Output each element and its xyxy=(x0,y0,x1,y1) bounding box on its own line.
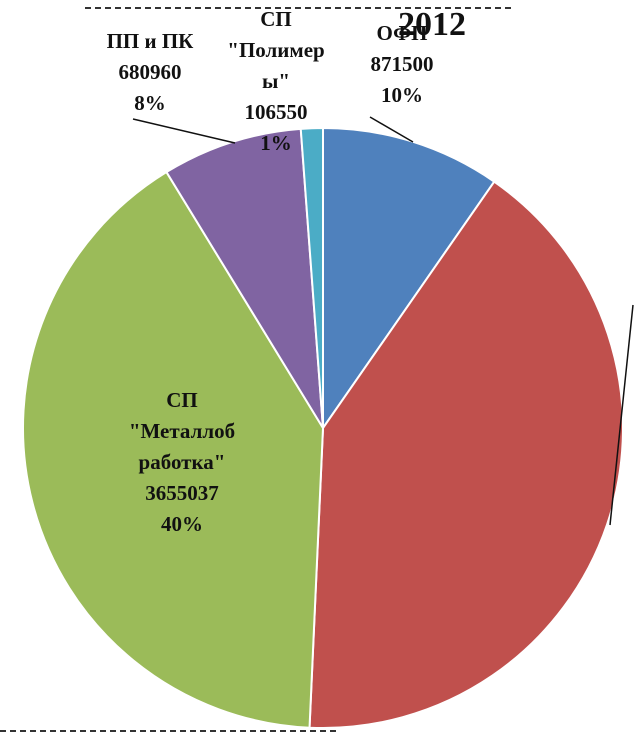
label-percent: 1% xyxy=(260,131,292,155)
leader-line xyxy=(369,116,414,143)
pie-slice xyxy=(299,126,324,429)
label-category: СП "Полимер ы" xyxy=(227,7,325,93)
label-percent: 10% xyxy=(381,83,423,107)
leader-line xyxy=(609,304,634,526)
slices xyxy=(22,126,624,729)
label-value: 680960 xyxy=(118,60,182,84)
pie-slice xyxy=(22,170,325,729)
label-value: 871500 xyxy=(370,52,434,76)
data-label: СП "Полимер ы" 106550 1% xyxy=(227,4,324,159)
data-label: ОФП 871500 10% xyxy=(371,18,434,111)
pie-slice xyxy=(308,180,624,729)
label-value: 3655037 xyxy=(145,481,219,505)
data-label: СП "Металлоб работка" 3655037 40% xyxy=(129,385,235,540)
label-value: 106550 xyxy=(244,100,308,124)
label-category: ПП и ПК xyxy=(106,29,194,53)
label-percent: 8% xyxy=(134,91,166,115)
data-label: ПП и ПК 680960 8% xyxy=(107,26,194,119)
label-category: ОФП xyxy=(376,21,428,45)
label-percent: 40% xyxy=(161,512,203,536)
leader-line xyxy=(132,118,236,144)
label-category: СП "Металлоб работка" xyxy=(128,388,236,474)
chart-title: 2012 xyxy=(398,6,466,43)
